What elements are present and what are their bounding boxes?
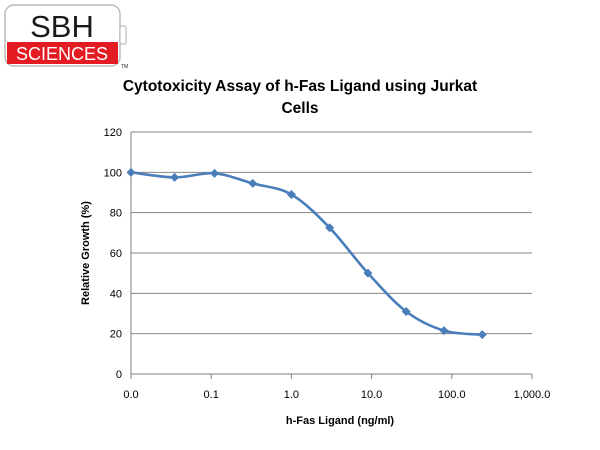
y-tick-label: 80	[110, 208, 122, 220]
data-point-7	[401, 306, 411, 316]
gridlines	[130, 131, 533, 379]
logo-trademark: TM	[121, 64, 128, 70]
data-point-9	[477, 330, 487, 340]
x-tick-label: 1.0	[284, 389, 299, 401]
data-point-0	[126, 167, 136, 177]
chart-title: Cytotoxicity Assay of h-Fas Ligand using…	[110, 76, 490, 120]
y-tick-label: 100	[104, 167, 122, 179]
y-tick-label: 60	[110, 248, 122, 260]
chart-title-line-1: Cytotoxicity Assay of h-Fas Ligand using…	[122, 78, 478, 95]
y-tick-label: 40	[110, 288, 122, 300]
data-point-6	[363, 268, 373, 278]
y-tick-label: 20	[110, 329, 122, 341]
y-axis-title: Relative Growth (%)	[80, 201, 92, 305]
data-point-5	[325, 223, 335, 233]
x-tick-label: 100.0	[438, 389, 466, 401]
logo-top-text: SBH	[30, 9, 94, 44]
y-tick-label: 120	[104, 127, 122, 139]
y-tick-labels: 0 20 40 60 80 100 120	[104, 127, 122, 381]
x-tick-label: 0.0	[123, 389, 138, 401]
chart-title-line-2: Cells	[281, 100, 319, 117]
data-point-2	[210, 168, 220, 178]
x-tick-label: 1,000.0	[514, 389, 551, 401]
data-point-8	[439, 326, 449, 336]
x-tick-label: 0.1	[204, 389, 219, 401]
logo-bottom-text: SCIENCES	[16, 44, 108, 64]
sbh-sciences-logo: SBH SCIENCES TM	[4, 4, 128, 70]
data-point-1	[170, 172, 180, 182]
data-point-4	[286, 190, 296, 200]
series-line-0	[129, 171, 484, 336]
x-tick-labels: 0.0 0.1 1.0 10.0 100.0 1,000.0	[123, 389, 550, 401]
data-point-3	[248, 178, 258, 188]
series-group	[126, 167, 487, 340]
x-axis-title: h-Fas Ligand (ng/ml)	[286, 415, 394, 427]
y-tick-label: 0	[116, 369, 122, 381]
x-tick-label: 10.0	[361, 389, 382, 401]
